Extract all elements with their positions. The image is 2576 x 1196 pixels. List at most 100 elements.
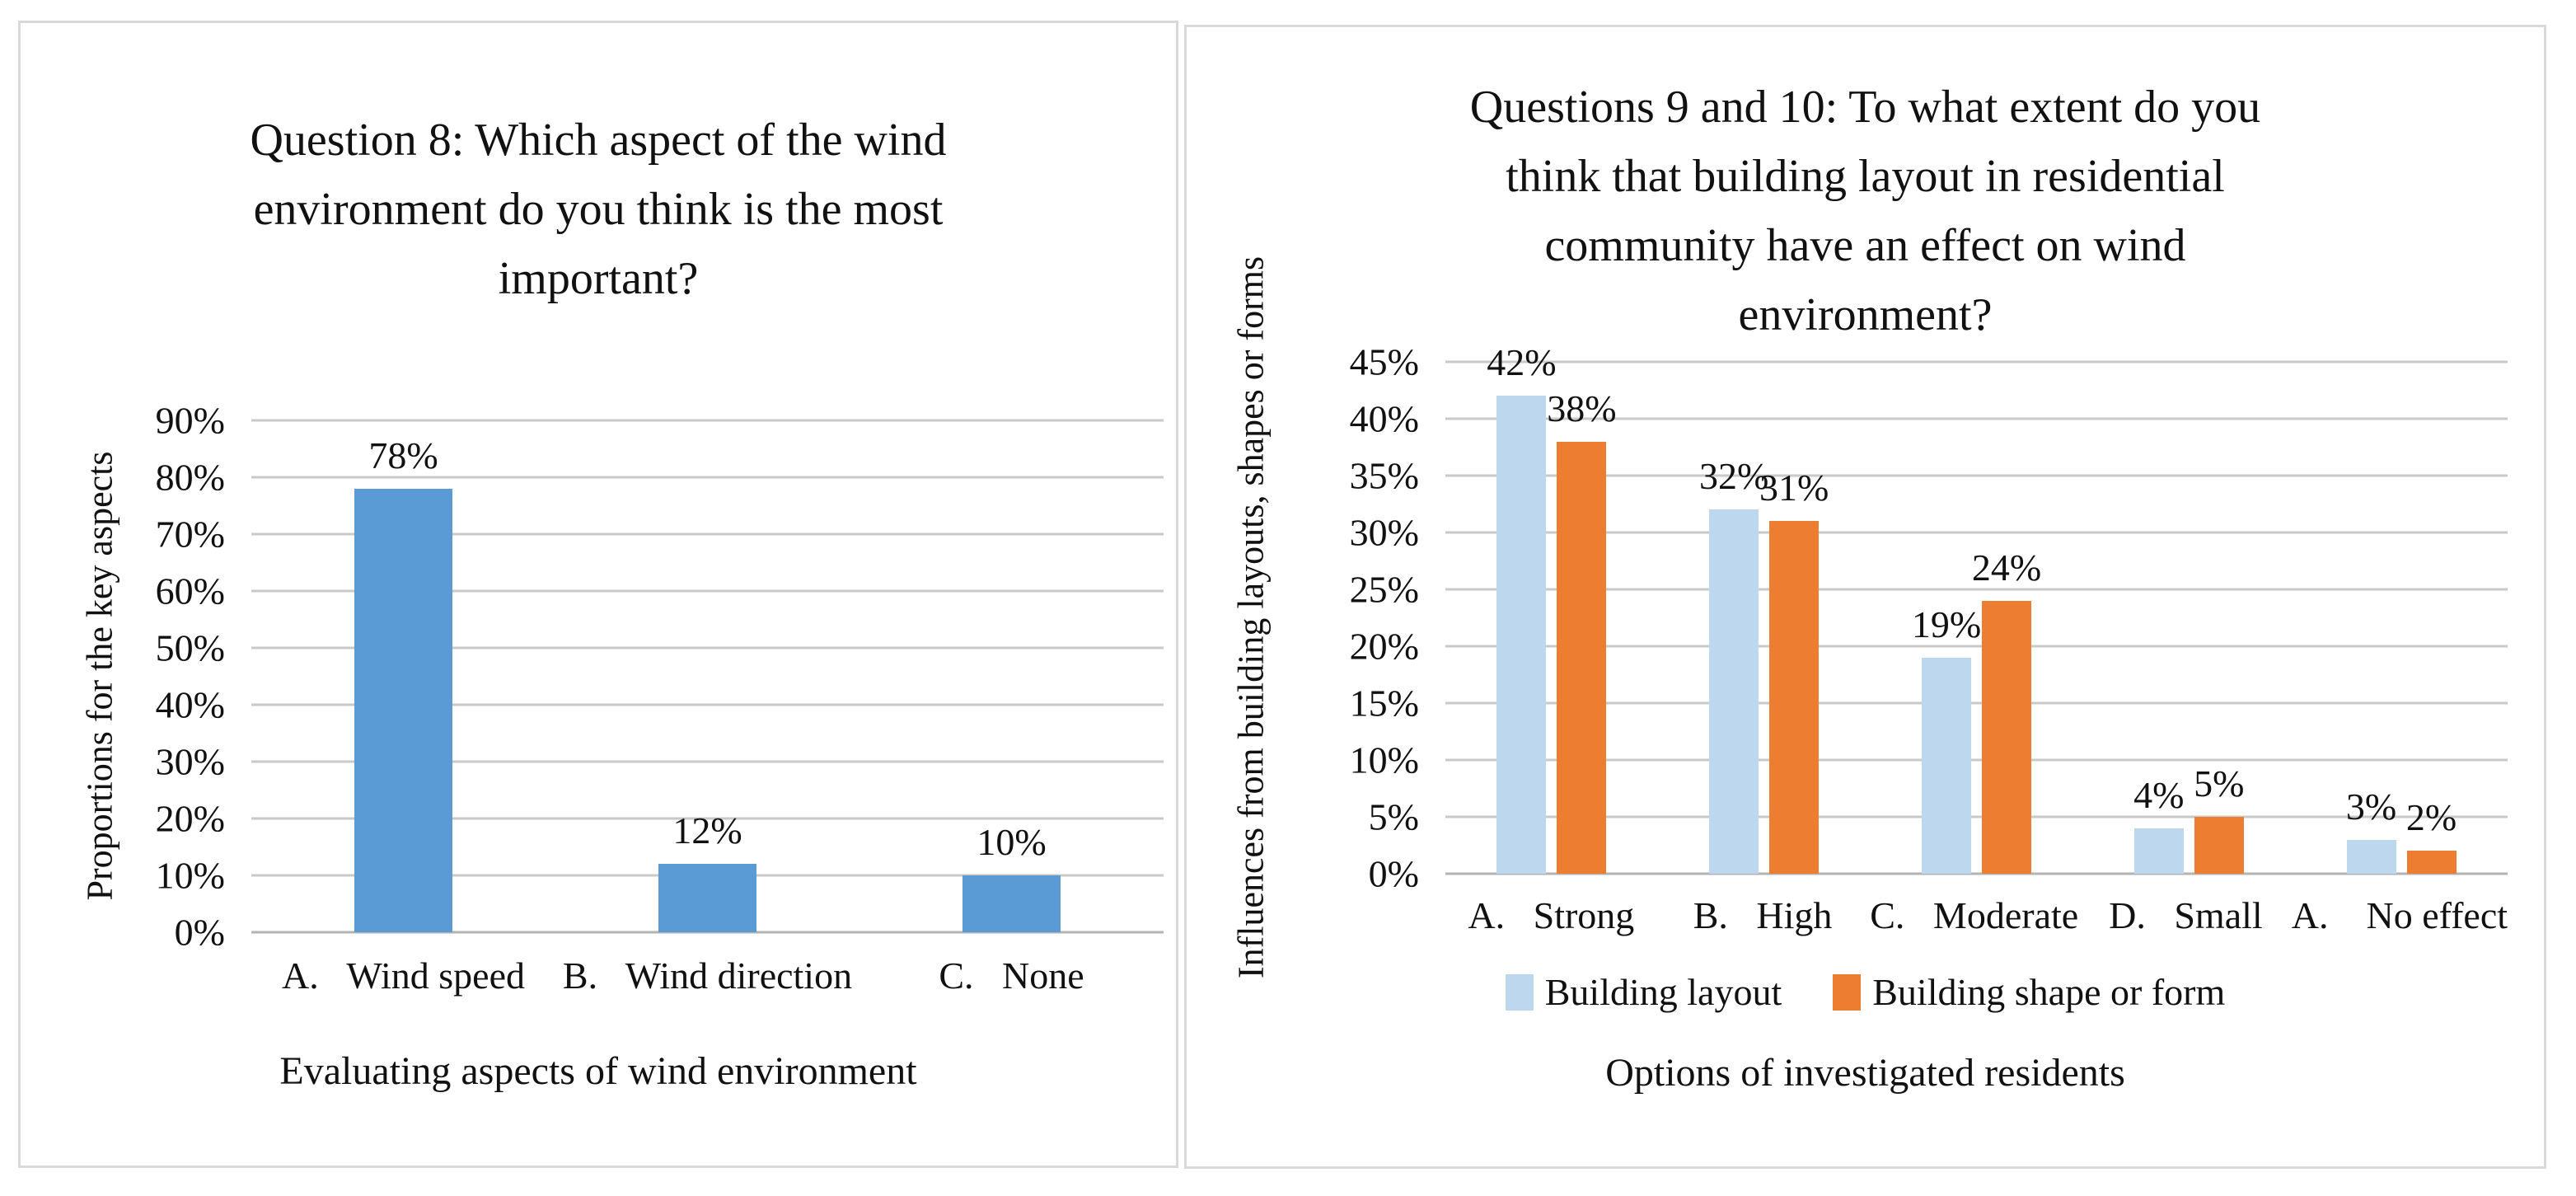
y-tick-label: 30% (1349, 511, 1419, 554)
y-tick-label: 20% (155, 797, 225, 840)
bar-value-label: 38% (1547, 387, 1617, 429)
x-axis-title: Options of investigated residents (1605, 1051, 2125, 1095)
bar-value-label: 10% (977, 821, 1047, 864)
gridline (251, 760, 1164, 763)
category-label: B. High (1693, 894, 1833, 936)
category-label: A. Strong (1468, 894, 1635, 936)
bar-value-label: 5% (2194, 762, 2245, 805)
y-tick-label: 0% (1368, 852, 1419, 895)
bar: 78% (354, 434, 452, 932)
chart-title: Question 8: Which aspect of the wind env… (250, 115, 947, 304)
bar-value-label: 78% (368, 434, 438, 476)
category-axis: A. Strong B. High C. Moderate D. Small A. No… (1445, 893, 2508, 937)
bar-building-layout: 19% (1912, 603, 1981, 874)
bar-building-layout: 42% (1487, 341, 1557, 874)
chart-panel-questions-9-10: Questions 9 and 10: To what extent do yo… (1184, 25, 2546, 1169)
gridline (251, 419, 1164, 422)
category-slot: 42% 38% (1445, 341, 1658, 874)
category-label: C. None (939, 954, 1084, 997)
y-tick-label: 90% (155, 399, 225, 442)
bar-value-label: 31% (1759, 467, 1829, 509)
bar-building-shape-or-form: 5% (2194, 762, 2244, 874)
y-tick-label: 80% (155, 456, 225, 499)
bar-value-label: 12% (672, 809, 742, 852)
legend-item: Building layout (1505, 970, 1782, 1014)
gridline (251, 532, 1164, 536)
y-tick-label: 35% (1349, 454, 1419, 497)
y-tick-label: 25% (1349, 568, 1419, 611)
bar-value-label: 2% (2405, 796, 2457, 839)
y-tick-label: 30% (155, 740, 225, 783)
category-slot: 3% 2% (2295, 362, 2508, 874)
y-tick-label: 10% (1349, 739, 1419, 781)
y-tick-label: 50% (155, 626, 225, 669)
y-tick-label: 45% (1349, 340, 1419, 383)
gridline (251, 817, 1164, 820)
legend-swatch (1833, 973, 1862, 1011)
bar-value-label: 3% (2345, 785, 2397, 828)
bar-building-layout: 3% (2346, 786, 2396, 874)
y-tick-label: 40% (155, 683, 225, 726)
bar-value-label: 32% (1699, 455, 1769, 498)
plot-area: 0% 5% 10% 15% 20% 25% 30% 35% 40% 45% 42% 38% 32% 31%… (1350, 341, 2508, 895)
y-tick-label: 15% (1349, 682, 1419, 725)
gridline (1445, 474, 2508, 477)
x-axis-title: Evaluating aspects of wind environment (279, 1049, 917, 1093)
plot-area: 0% 10% 20% 30% 40% 50% 60% 70% 80% 90% 78% 12% 10% (156, 400, 1164, 954)
y-tick-label: 10% (155, 854, 225, 897)
gridline (251, 703, 1164, 706)
category-label: C. Moderate (1870, 894, 2079, 936)
gridline (1445, 531, 2508, 534)
category-label: A. Wind speed (282, 954, 525, 997)
chart-questions-9-10: Influences from building layouts, shapes… (1187, 256, 2544, 1095)
bar-building-shape-or-form: 38% (1547, 387, 1617, 874)
gridline (1445, 758, 2508, 762)
gridline (251, 589, 1164, 593)
category-slot: 19% 24% (1871, 362, 2083, 874)
category-slot: 10% (859, 420, 1164, 932)
y-tick-label: 40% (1349, 397, 1419, 440)
category-label: D. Small (2109, 894, 2263, 936)
legend-label: Building layout (1544, 971, 1782, 1013)
gridline (251, 646, 1164, 650)
bar-value-label: 19% (1911, 603, 1982, 645)
gridline (1445, 701, 2508, 705)
bar-value-label: 24% (1971, 546, 2042, 589)
gridline (1445, 417, 2508, 420)
category-slot: 78% (251, 420, 555, 932)
legend-item: Building shape or form (1833, 970, 2225, 1014)
legend-label: Building shape or form (1872, 971, 2226, 1013)
legend-swatch (1505, 973, 1534, 1011)
bar: 12% (658, 809, 756, 932)
bars-layer: 78% 12% 10% (251, 420, 1164, 932)
gridline (1445, 360, 2508, 363)
gridline (1445, 815, 2508, 818)
category-label: A. No effect (2291, 894, 2508, 936)
bars-layer: 42% 38% 32% 31% 19% 24% 4% 5% 3% 2% (1445, 341, 2508, 874)
bar-building-shape-or-form: 24% (1972, 546, 2041, 874)
y-axis-title: Influences from building layouts, shapes… (1230, 256, 1272, 979)
bar: 10% (962, 821, 1061, 932)
x-axis-line (1445, 872, 2508, 875)
category-label: B. Wind direction (562, 954, 853, 997)
chart-panel-question-8: Question 8: Which aspect of the wind env… (18, 21, 1178, 1168)
gridline (1445, 588, 2508, 591)
gridline (251, 476, 1164, 479)
legend: Building layout Building shape or form (1187, 970, 2544, 1014)
chart-question-8: Proportions for the key aspects 0% 10% 20%… (21, 400, 1176, 1094)
y-axis-title: Proportions for the key aspects (79, 451, 120, 901)
y-tick-label: 5% (1368, 795, 1419, 838)
category-slot: 4% 5% (2082, 362, 2295, 874)
y-tick-label: 70% (155, 513, 225, 556)
bar-building-layout: 32% (1699, 455, 1768, 874)
bar-building-shape-or-form: 2% (2406, 796, 2457, 874)
y-tick-label: 20% (1349, 625, 1419, 668)
x-axis-line (251, 931, 1164, 934)
bar-value-label: 4% (2133, 773, 2185, 816)
category-slot: 32% 31% (1658, 362, 1871, 874)
category-axis: A. Wind speed B. Wind direction C. None (251, 954, 1164, 997)
gridline (1445, 645, 2508, 648)
y-tick-label: 0% (174, 911, 225, 954)
bar-building-layout: 4% (2133, 774, 2184, 874)
category-slot: 12% (555, 420, 859, 932)
